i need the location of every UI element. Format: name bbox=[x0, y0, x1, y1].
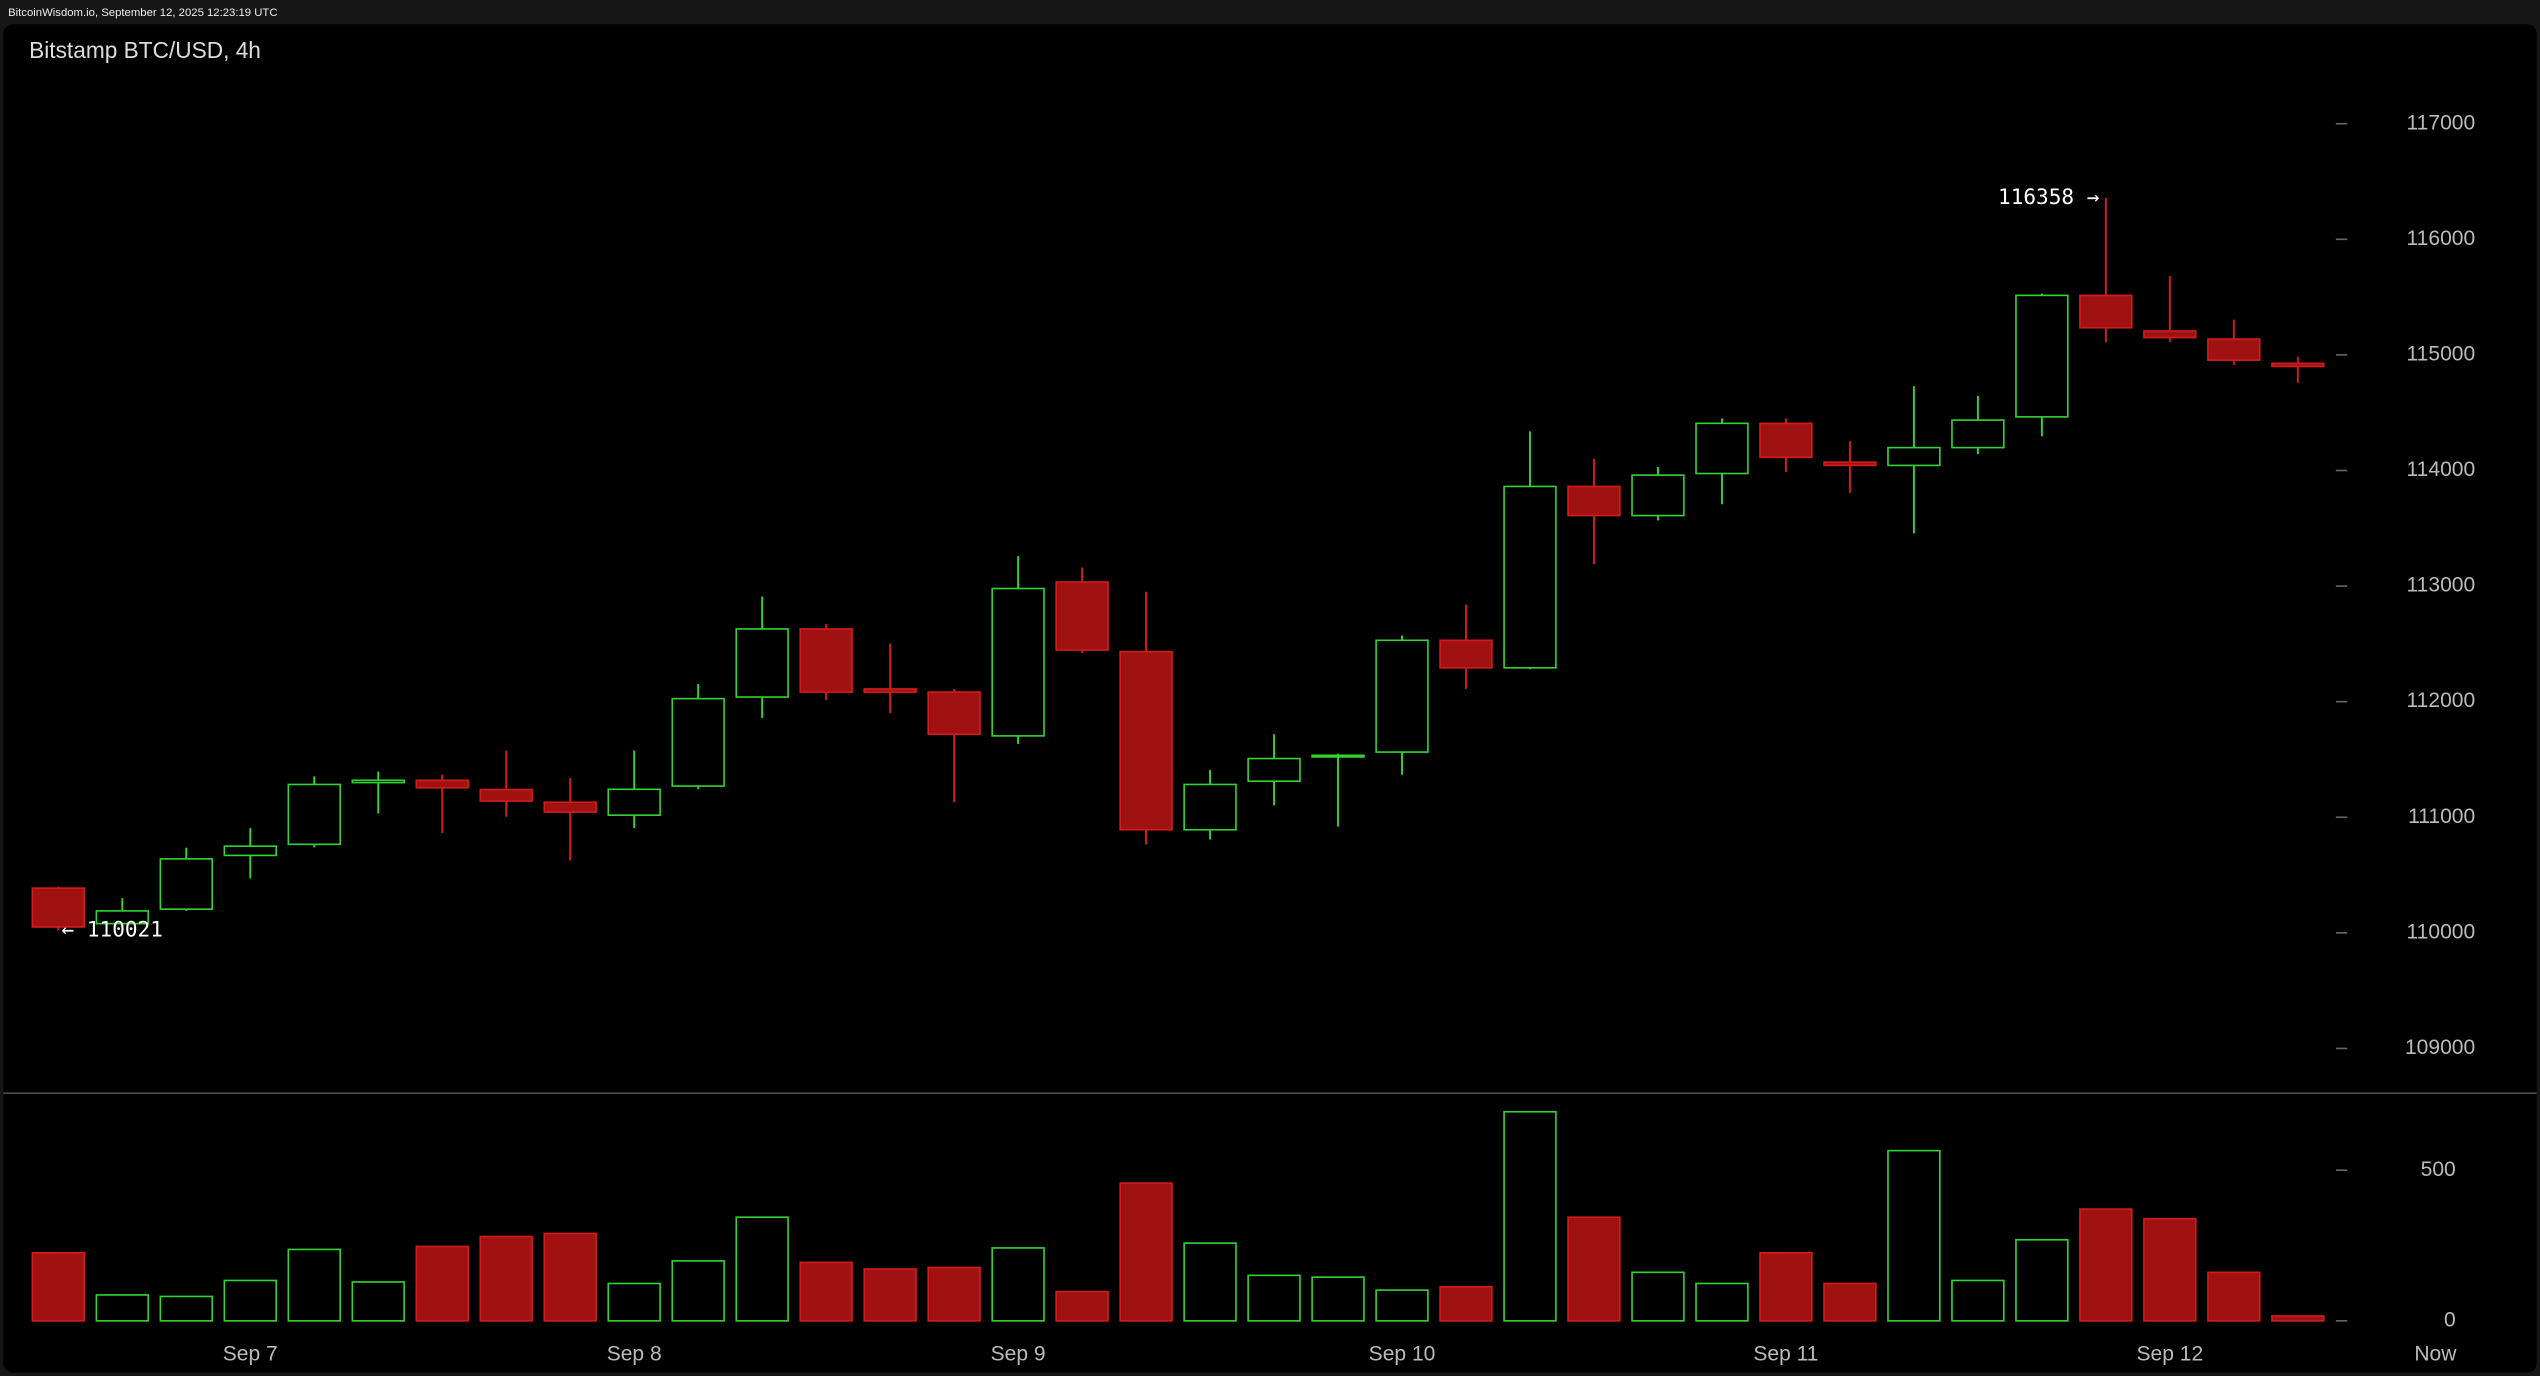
volume-bar bbox=[1439, 1285, 1493, 1322]
candle-body bbox=[1183, 783, 1237, 831]
x-tick-label: Sep 11 bbox=[1753, 1342, 1818, 1365]
candle-body bbox=[2207, 338, 2261, 361]
y-tick-label: 110000 bbox=[2407, 920, 2476, 943]
volume-bar bbox=[671, 1260, 725, 1322]
volume-bar bbox=[2015, 1238, 2069, 1322]
volume-bar bbox=[2079, 1208, 2133, 1322]
volume-tick-label: 0 bbox=[2444, 1308, 2456, 1331]
y-tick-label: 117000 bbox=[2407, 111, 2476, 134]
candle-body bbox=[1631, 474, 1685, 517]
volume-bar bbox=[991, 1247, 1045, 1322]
candle-body bbox=[95, 910, 150, 925]
volume-bar bbox=[1055, 1290, 1109, 1322]
candle-body bbox=[735, 628, 789, 698]
candle-body bbox=[1375, 639, 1429, 753]
y-tick-label: 116000 bbox=[2407, 227, 2476, 250]
volume-bar bbox=[543, 1232, 597, 1322]
volume-bar bbox=[31, 1251, 86, 1322]
volume-bar bbox=[95, 1294, 150, 1322]
candle-body bbox=[607, 788, 661, 816]
chart-title: Bitstamp BTC/USD, 4h bbox=[29, 37, 261, 63]
x-now-label: Now bbox=[2414, 1342, 2457, 1365]
volume-bar bbox=[1631, 1271, 1685, 1322]
candle-body bbox=[2143, 330, 2197, 339]
candle-body bbox=[1695, 422, 1749, 475]
candle-body bbox=[863, 688, 917, 693]
volume-bar bbox=[799, 1261, 853, 1322]
candle-body bbox=[1119, 650, 1173, 831]
volume-bar bbox=[1311, 1276, 1365, 1322]
max-annotation: 116358 → bbox=[1998, 184, 2099, 209]
volume-bar bbox=[1119, 1182, 1173, 1322]
candle-body bbox=[543, 801, 597, 813]
x-tick-label: Sep 12 bbox=[2137, 1342, 2204, 1365]
y-tick-label: 109000 bbox=[2405, 1036, 2475, 1059]
candle-body bbox=[287, 783, 341, 846]
candle-body bbox=[2015, 294, 2069, 418]
y-tick-label: 111000 bbox=[2408, 805, 2475, 828]
candle-body bbox=[479, 788, 533, 802]
candle-body bbox=[1951, 419, 2005, 449]
volume-bar bbox=[1759, 1251, 1813, 1322]
candle-body bbox=[1439, 639, 1493, 669]
candle-body bbox=[991, 587, 1045, 737]
candle-body bbox=[2271, 362, 2325, 368]
volume-bar bbox=[351, 1281, 405, 1322]
volume-bar bbox=[223, 1279, 278, 1322]
volume-bar bbox=[1887, 1149, 1941, 1322]
candle-body bbox=[2079, 294, 2133, 329]
volume-bar bbox=[1695, 1282, 1749, 1322]
volume-bar bbox=[927, 1266, 981, 1322]
candle-body bbox=[671, 697, 725, 787]
volume-bar bbox=[607, 1282, 661, 1322]
volume-bar bbox=[1567, 1216, 1621, 1322]
candle-body bbox=[1055, 581, 1109, 651]
min-annotation: ← 110021 bbox=[62, 916, 163, 941]
volume-bar bbox=[1375, 1289, 1429, 1322]
candle-body bbox=[31, 887, 86, 928]
candle-body bbox=[1311, 754, 1365, 758]
volume-bar bbox=[479, 1235, 533, 1322]
candle-body bbox=[799, 628, 853, 693]
candle-body bbox=[1567, 485, 1621, 517]
candle-body bbox=[351, 779, 405, 784]
candle-body bbox=[1887, 446, 1941, 467]
x-tick-label: Sep 9 bbox=[991, 1342, 1046, 1365]
y-tick-label: 114000 bbox=[2407, 458, 2476, 481]
candle-body bbox=[1503, 485, 1557, 669]
volume-tick-label: 500 bbox=[2421, 1158, 2456, 1181]
y-tick-label: 115000 bbox=[2407, 342, 2476, 365]
volume-bar bbox=[287, 1248, 341, 1322]
volume-bar bbox=[1183, 1242, 1237, 1322]
candle-body bbox=[415, 779, 469, 789]
candle-body bbox=[223, 845, 278, 857]
volume-bar bbox=[1503, 1110, 1557, 1322]
volume-bar bbox=[1247, 1274, 1301, 1322]
x-tick-label: Sep 8 bbox=[607, 1342, 662, 1365]
x-tick-label: Sep 7 bbox=[223, 1342, 278, 1365]
volume-bar bbox=[415, 1245, 469, 1322]
candle-body bbox=[1247, 757, 1301, 783]
candle-body bbox=[159, 858, 214, 910]
volume-bar bbox=[2143, 1217, 2197, 1322]
candle-body bbox=[1759, 422, 1813, 459]
volume-bar bbox=[2207, 1271, 2261, 1322]
source-label: BitcoinWisdom.io, September 12, 2025 12:… bbox=[8, 7, 277, 19]
candle-body bbox=[1823, 461, 1877, 467]
volume-bar bbox=[2271, 1315, 2325, 1322]
volume-bar bbox=[1951, 1279, 2005, 1322]
x-tick-label: Sep 10 bbox=[1369, 1342, 1436, 1365]
volume-bar bbox=[1823, 1282, 1877, 1322]
volume-bar bbox=[159, 1295, 214, 1322]
candle-body bbox=[927, 691, 981, 736]
chart-panel bbox=[3, 24, 2537, 1373]
y-tick-label: 112000 bbox=[2407, 689, 2476, 712]
volume-bar bbox=[863, 1268, 917, 1322]
volume-bar bbox=[735, 1216, 789, 1322]
y-tick-label: 113000 bbox=[2407, 574, 2476, 597]
